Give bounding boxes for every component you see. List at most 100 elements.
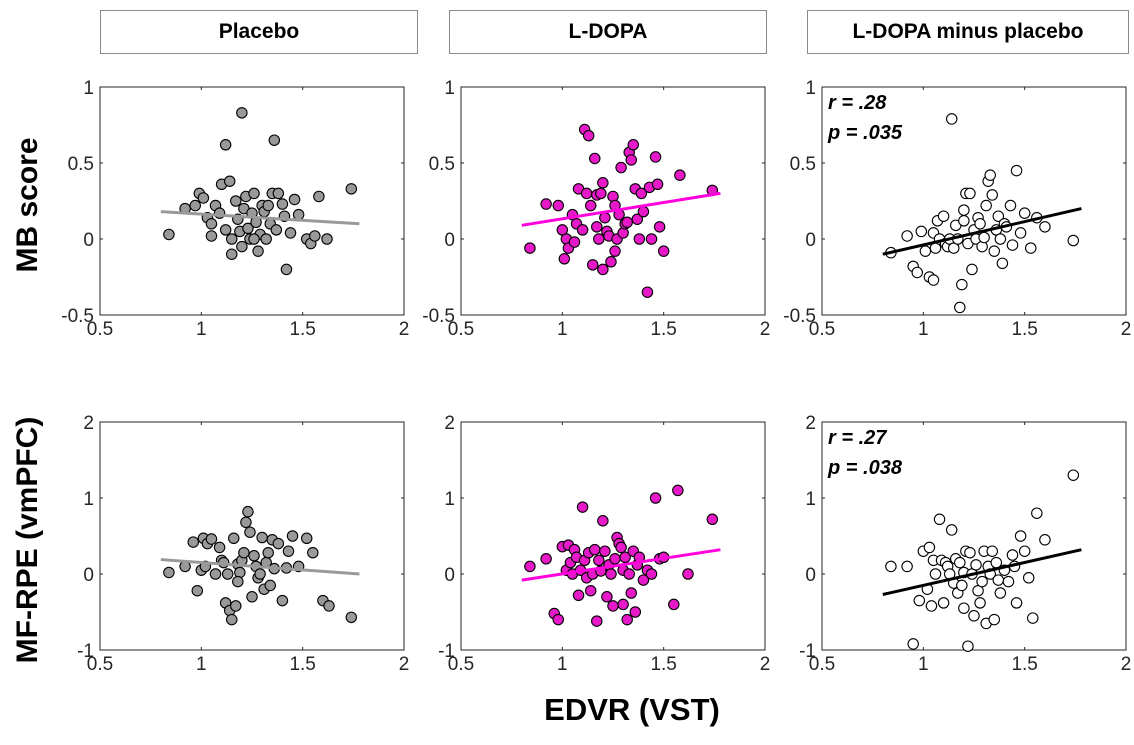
data-point [937, 210, 950, 222]
data-point [964, 546, 976, 559]
y-tick-label: 0 [83, 565, 94, 586]
y-tick-label: 1 [805, 78, 816, 99]
data-point [576, 501, 589, 513]
data-point [197, 192, 210, 204]
data-point [1014, 227, 1027, 239]
data-point [345, 611, 358, 624]
scatter-panel-mb-diff: 0.5 1 1.5 2 -0.5 0 0.5 1 r = .28 p = .035 [783, 78, 1132, 340]
data-point [345, 183, 358, 195]
data-point [256, 531, 268, 544]
data-point [292, 208, 305, 221]
x-tick-label: 1 [196, 654, 207, 675]
data-point [1006, 239, 1019, 251]
data-point [609, 553, 621, 565]
data-point [264, 579, 276, 592]
data-point [986, 545, 998, 557]
x-tick-label: 1.5 [1011, 319, 1037, 340]
data-point [323, 600, 335, 612]
data-point [962, 640, 974, 652]
data-point [576, 224, 589, 236]
data-point [992, 210, 1005, 222]
data-point [954, 556, 966, 569]
y-tick-label: 2 [444, 413, 455, 434]
data-point [984, 169, 996, 181]
data-point [980, 199, 992, 212]
regression-line [882, 548, 1082, 596]
data-point [591, 221, 603, 233]
data-point [1022, 572, 1035, 584]
data-point [907, 638, 919, 650]
data-point [524, 560, 536, 573]
data-point [964, 187, 976, 200]
data-point [911, 266, 924, 279]
data-point [607, 600, 619, 612]
y-tick-label: 0.5 [790, 154, 816, 175]
data-point [915, 225, 928, 238]
x-tick-label: 2 [760, 654, 771, 675]
data-point [270, 224, 283, 236]
data-point [945, 113, 958, 125]
data-point [597, 515, 609, 527]
data-point [242, 222, 254, 235]
stat-r-label: r = .28 [828, 92, 887, 114]
data-point [242, 505, 254, 518]
data-point [591, 615, 603, 627]
data-point [219, 224, 232, 236]
data-point [956, 579, 968, 592]
data-point [597, 263, 609, 276]
data-point [621, 216, 633, 229]
data-point [225, 613, 238, 626]
stat-p-label: p = .038 [827, 457, 903, 479]
regression-line [882, 207, 1082, 256]
data-point [572, 589, 585, 602]
data-point [976, 575, 988, 588]
data-point [925, 600, 938, 612]
x-tick-label: 1.5 [289, 654, 315, 675]
data-point [617, 598, 629, 611]
column-header-ldopa: L-DOPA [449, 10, 767, 54]
data-point [645, 568, 658, 580]
y-tick-label: 0 [444, 565, 455, 586]
data-point [276, 198, 289, 210]
stat-r-label: r = .27 [828, 427, 887, 449]
data-point [254, 568, 266, 580]
regression-line [160, 558, 360, 576]
data-point [1018, 207, 1031, 219]
data-point [929, 568, 942, 580]
x-tick-label: 2 [1121, 319, 1132, 340]
regression-line [521, 191, 721, 227]
data-point [633, 233, 646, 245]
scatter-panel-mfrpe-diff: 0.5 1 1.5 2 -1 0 1 2 r = .27 p = .038 [799, 413, 1131, 675]
data-point [974, 218, 986, 230]
data-point [649, 492, 662, 504]
y-tick-label: 1 [444, 489, 455, 510]
data-point [621, 613, 633, 626]
data-point [238, 546, 250, 559]
y-tick-label: 0.5 [68, 154, 94, 175]
data-point [262, 546, 274, 559]
data-point [313, 190, 325, 203]
data-point [163, 566, 175, 579]
x-tick-label: 1.5 [289, 319, 315, 340]
data-point [958, 215, 970, 227]
y-tick-label: 2 [83, 413, 94, 434]
data-point [286, 530, 299, 542]
data-point [219, 139, 232, 151]
data-point [625, 587, 637, 599]
data-point [629, 606, 642, 618]
y-tick-label: 0 [805, 230, 816, 251]
data-point [288, 193, 301, 206]
data-point [205, 218, 218, 230]
data-point [937, 597, 950, 609]
data-point [228, 532, 240, 545]
data-point [1039, 221, 1051, 233]
data-point [225, 233, 238, 245]
data-point [901, 560, 913, 573]
data-point [276, 594, 289, 607]
data-point [974, 597, 986, 609]
data-point [992, 574, 1005, 586]
regression-line [160, 210, 360, 226]
data-point [641, 286, 654, 298]
data-point [605, 256, 617, 268]
data-point [919, 245, 932, 257]
